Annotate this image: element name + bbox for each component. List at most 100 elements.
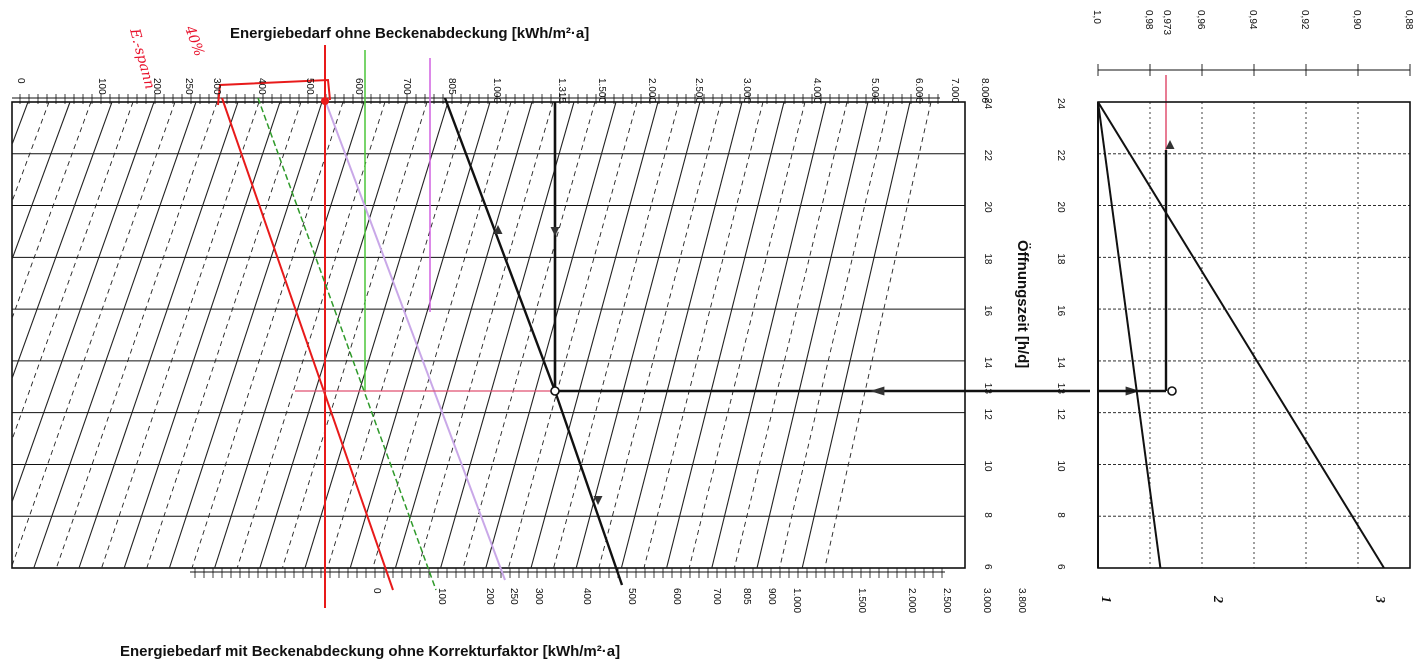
- bottom-tick-label: 600: [671, 588, 682, 605]
- correction-curve-label: 3: [1372, 595, 1387, 603]
- red-diagonal-line: [221, 97, 394, 591]
- correction-tick-label: 0,96: [1195, 10, 1206, 30]
- hour-tick-left: 12: [982, 409, 993, 421]
- bottom-tick-label: 200: [484, 588, 495, 605]
- hour-tick-right: 14: [1055, 357, 1066, 369]
- hour-tick-right: 10: [1055, 460, 1066, 472]
- top-tick-label: 250: [183, 78, 194, 95]
- hour-tick-left: 6: [982, 564, 993, 570]
- hour-tick-right: 18: [1055, 253, 1066, 265]
- diagonal-dashed-line: [281, 101, 428, 569]
- diagonal-solid-line: [11, 101, 29, 145]
- bottom-tick-label: 1.000: [791, 588, 802, 613]
- hour-tick-right: 8: [1055, 512, 1066, 518]
- correction-tick-label: 0,98: [1143, 10, 1154, 30]
- arrow-up-correction: [1165, 140, 1175, 149]
- correction-tick-label: 0,90: [1351, 10, 1362, 30]
- top-tick-label: 0: [15, 78, 26, 84]
- hour-tick-right: 16: [1055, 305, 1066, 317]
- middle-axis-title: Öffnungszeit [h/d]: [1014, 240, 1031, 368]
- diagonal-dashed-line: [643, 101, 764, 569]
- top-tick-label: 500: [304, 78, 315, 95]
- colored-construction-lines: [217, 45, 1167, 608]
- diagonal-solid-line: [304, 101, 449, 569]
- arrow-left: [870, 386, 885, 396]
- hour-tick-left: 10: [982, 460, 993, 472]
- bottom-tick-label: 2.000: [906, 588, 917, 613]
- bottom-tick-label: 2.500: [941, 588, 952, 613]
- hour-tick-left: 13: [982, 383, 993, 395]
- hour-tick-left: 14: [982, 357, 993, 369]
- example-diagonal-upper: [443, 97, 557, 392]
- hour-tick-right: 13: [1055, 383, 1066, 395]
- diagonal-solid-line: [78, 101, 239, 569]
- diagonal-dashed-line: [688, 101, 806, 569]
- diagonal-dashed-line: [372, 101, 512, 569]
- top-tick-label: 1.315: [556, 78, 567, 103]
- diagonal-dashed-line: [733, 101, 848, 569]
- diagonal-solid-line: [214, 101, 365, 569]
- diagonal-dashed-line: [11, 101, 176, 566]
- diagonal-dashed-line: [101, 101, 260, 569]
- correction-curve: [1097, 101, 1162, 569]
- diagonal-solid-line: [11, 101, 155, 503]
- annotation-percent: 40%: [181, 23, 207, 59]
- top-tick-label: 4.000: [811, 78, 822, 103]
- bottom-tick-label: 100: [436, 588, 447, 605]
- correction-curve-label: 2: [1210, 595, 1225, 603]
- bottom-tick-label: 400: [581, 588, 592, 605]
- diagonal-dashed-line: [779, 101, 890, 569]
- top-tick-label: 300: [211, 78, 222, 95]
- diagonal-solid-line: [11, 101, 113, 379]
- diagonal-dashed-line: [146, 101, 302, 569]
- top-tick-label: 2.500: [693, 78, 704, 103]
- hour-tick-left: 8: [982, 512, 993, 518]
- hour-tick-left: 20: [982, 202, 993, 214]
- top-tick-label: 805: [446, 78, 457, 95]
- diagonal-dashed-line: [191, 101, 344, 569]
- diagonal-solid-line: [666, 101, 785, 569]
- bottom-tick-label: 805: [741, 588, 752, 605]
- diagonal-solid-line: [168, 101, 323, 569]
- bottom-tick-label: 900: [766, 588, 777, 605]
- main-frame: [11, 101, 966, 569]
- diagonal-dashed-line: [55, 101, 218, 569]
- bottom-tick-label: 700: [711, 588, 722, 605]
- correction-panel: [1097, 64, 1411, 569]
- hour-tick-left: 16: [982, 305, 993, 317]
- diagonal-dashed-line: [327, 101, 470, 569]
- bottom-axis-title: Energiebedarf mit Beckenabdeckung ohne K…: [120, 643, 620, 660]
- diagonal-solid-line: [801, 101, 911, 569]
- diagonal-solid-line: [620, 101, 743, 569]
- top-tick-label: 3.000: [741, 78, 752, 103]
- diagonal-dashed-line: [507, 101, 638, 569]
- diagonal-solid-line: [530, 101, 659, 569]
- red-bracket: [217, 78, 331, 106]
- diagonal-solid-line: [349, 101, 491, 569]
- correction-tick-label: 1,0: [1091, 10, 1102, 24]
- hour-tick-right: 12: [1055, 409, 1066, 421]
- diagonal-solid-line: [485, 101, 617, 569]
- top-tick-label: 1.500: [596, 78, 607, 103]
- diagonal-dashed-line: [824, 101, 932, 569]
- top-tick-label: 2.000: [646, 78, 657, 103]
- correction-tick-label: 0,92: [1299, 10, 1310, 30]
- top-tick-label: 8.000: [979, 78, 990, 103]
- top-tick-label: 700: [401, 78, 412, 95]
- top-tick-label: 6.000: [913, 78, 924, 103]
- top-tick-label: 100: [96, 78, 107, 95]
- diagonal-solid-line: [33, 101, 197, 569]
- diagonal-dashed-line: [236, 101, 386, 569]
- hour-tick-right: 20: [1055, 202, 1066, 214]
- hour-tick-right: 6: [1055, 564, 1066, 570]
- panel-example-intersection: [1167, 386, 1177, 396]
- hour-tick-left: 18: [982, 253, 993, 265]
- green-diagonal-line: [257, 97, 437, 591]
- diagonal-solid-line: [123, 101, 281, 569]
- correction-tick-label: 0,94: [1247, 10, 1258, 30]
- diagonal-lines: [11, 101, 932, 569]
- diagonal-dashed-line: [553, 101, 680, 569]
- violet-diagonal-line: [324, 99, 506, 581]
- diagonal-dashed-line: [11, 101, 92, 319]
